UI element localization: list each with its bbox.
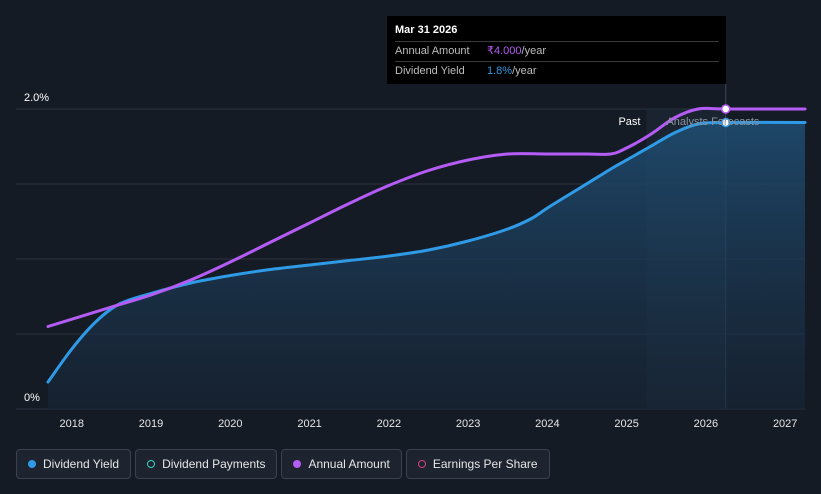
- legend-dividend-payments[interactable]: Dividend Payments: [135, 449, 278, 479]
- legend-dividend-payments-label: Dividend Payments: [162, 457, 266, 471]
- legend-annual-amount[interactable]: Annual Amount: [281, 449, 402, 479]
- tooltip-dividend-yield-unit: /year: [512, 65, 537, 77]
- legend-annual-amount-label: Annual Amount: [308, 457, 390, 471]
- x-tick-label: 2018: [60, 418, 84, 430]
- x-tick-label: 2021: [297, 418, 321, 430]
- legend-annual-amount-dot-icon: [293, 460, 302, 468]
- tooltip-row-annual-amount: Annual Amount ₹4.000/year: [395, 41, 719, 61]
- dividend-yield-highlight-point[interactable]: [720, 117, 731, 128]
- x-tick-label: 2019: [139, 418, 163, 430]
- x-tick-label: 2024: [535, 418, 559, 430]
- legend-dividend-payments-dot-icon: [147, 460, 156, 468]
- legend-dividend-yield[interactable]: Dividend Yield: [16, 449, 132, 479]
- legend-earnings-per-share-label: Earnings Per Share: [432, 457, 538, 471]
- tooltip-date: Mar 31 2026: [395, 24, 458, 36]
- tooltip-row-dividend-yield: Dividend Yield 1.8%/year: [395, 61, 719, 81]
- tooltip-dividend-yield-label: Dividend Yield: [395, 65, 465, 77]
- x-tick-label: 2023: [456, 418, 480, 430]
- dividend-yield-area: [48, 122, 805, 410]
- x-tick-label: 2022: [377, 418, 401, 430]
- x-tick-label: 2026: [694, 418, 718, 430]
- forecast-label: Analysts Forecasts: [666, 116, 759, 128]
- tooltip-annual-amount-value: ₹4.000: [487, 45, 522, 57]
- tooltip: Mar 31 2026 Annual Amount ₹4.000/year Di…: [387, 16, 726, 84]
- y-axis-ticks: 2.0% 0%: [24, 92, 49, 404]
- legend-earnings-per-share-dot-icon: [417, 460, 426, 468]
- x-tick-label: 2020: [218, 418, 242, 430]
- series-layer: [46, 104, 807, 410]
- y-tick-label: 0%: [24, 392, 40, 404]
- dividend-yield-line: [46, 120, 807, 384]
- legend-dividend-yield-dot-icon: [28, 460, 36, 468]
- y-tick-label: 2.0%: [24, 92, 49, 104]
- tooltip-annual-amount-label: Annual Amount: [395, 45, 470, 57]
- legend-earnings-per-share[interactable]: Earnings Per Share: [405, 449, 550, 479]
- past-label: Past: [618, 116, 640, 128]
- annual-amount-line: [46, 106, 807, 328]
- x-tick-label: 2025: [614, 418, 638, 430]
- chart-legend: Dividend Yield Dividend Payments Annual …: [16, 449, 550, 479]
- annual-amount-highlight-point[interactable]: [720, 104, 731, 114]
- x-axis-ticks: 2018 2019 2020 2021 2022 2023 2024 2025 2026 2027: [60, 418, 798, 430]
- tooltip-dividend-yield-value: 1.8%: [487, 65, 513, 77]
- tooltip-annual-amount-unit: /year: [521, 45, 546, 57]
- legend-dividend-yield-label: Dividend Yield: [43, 457, 120, 471]
- x-tick-label: 2027: [773, 418, 797, 430]
